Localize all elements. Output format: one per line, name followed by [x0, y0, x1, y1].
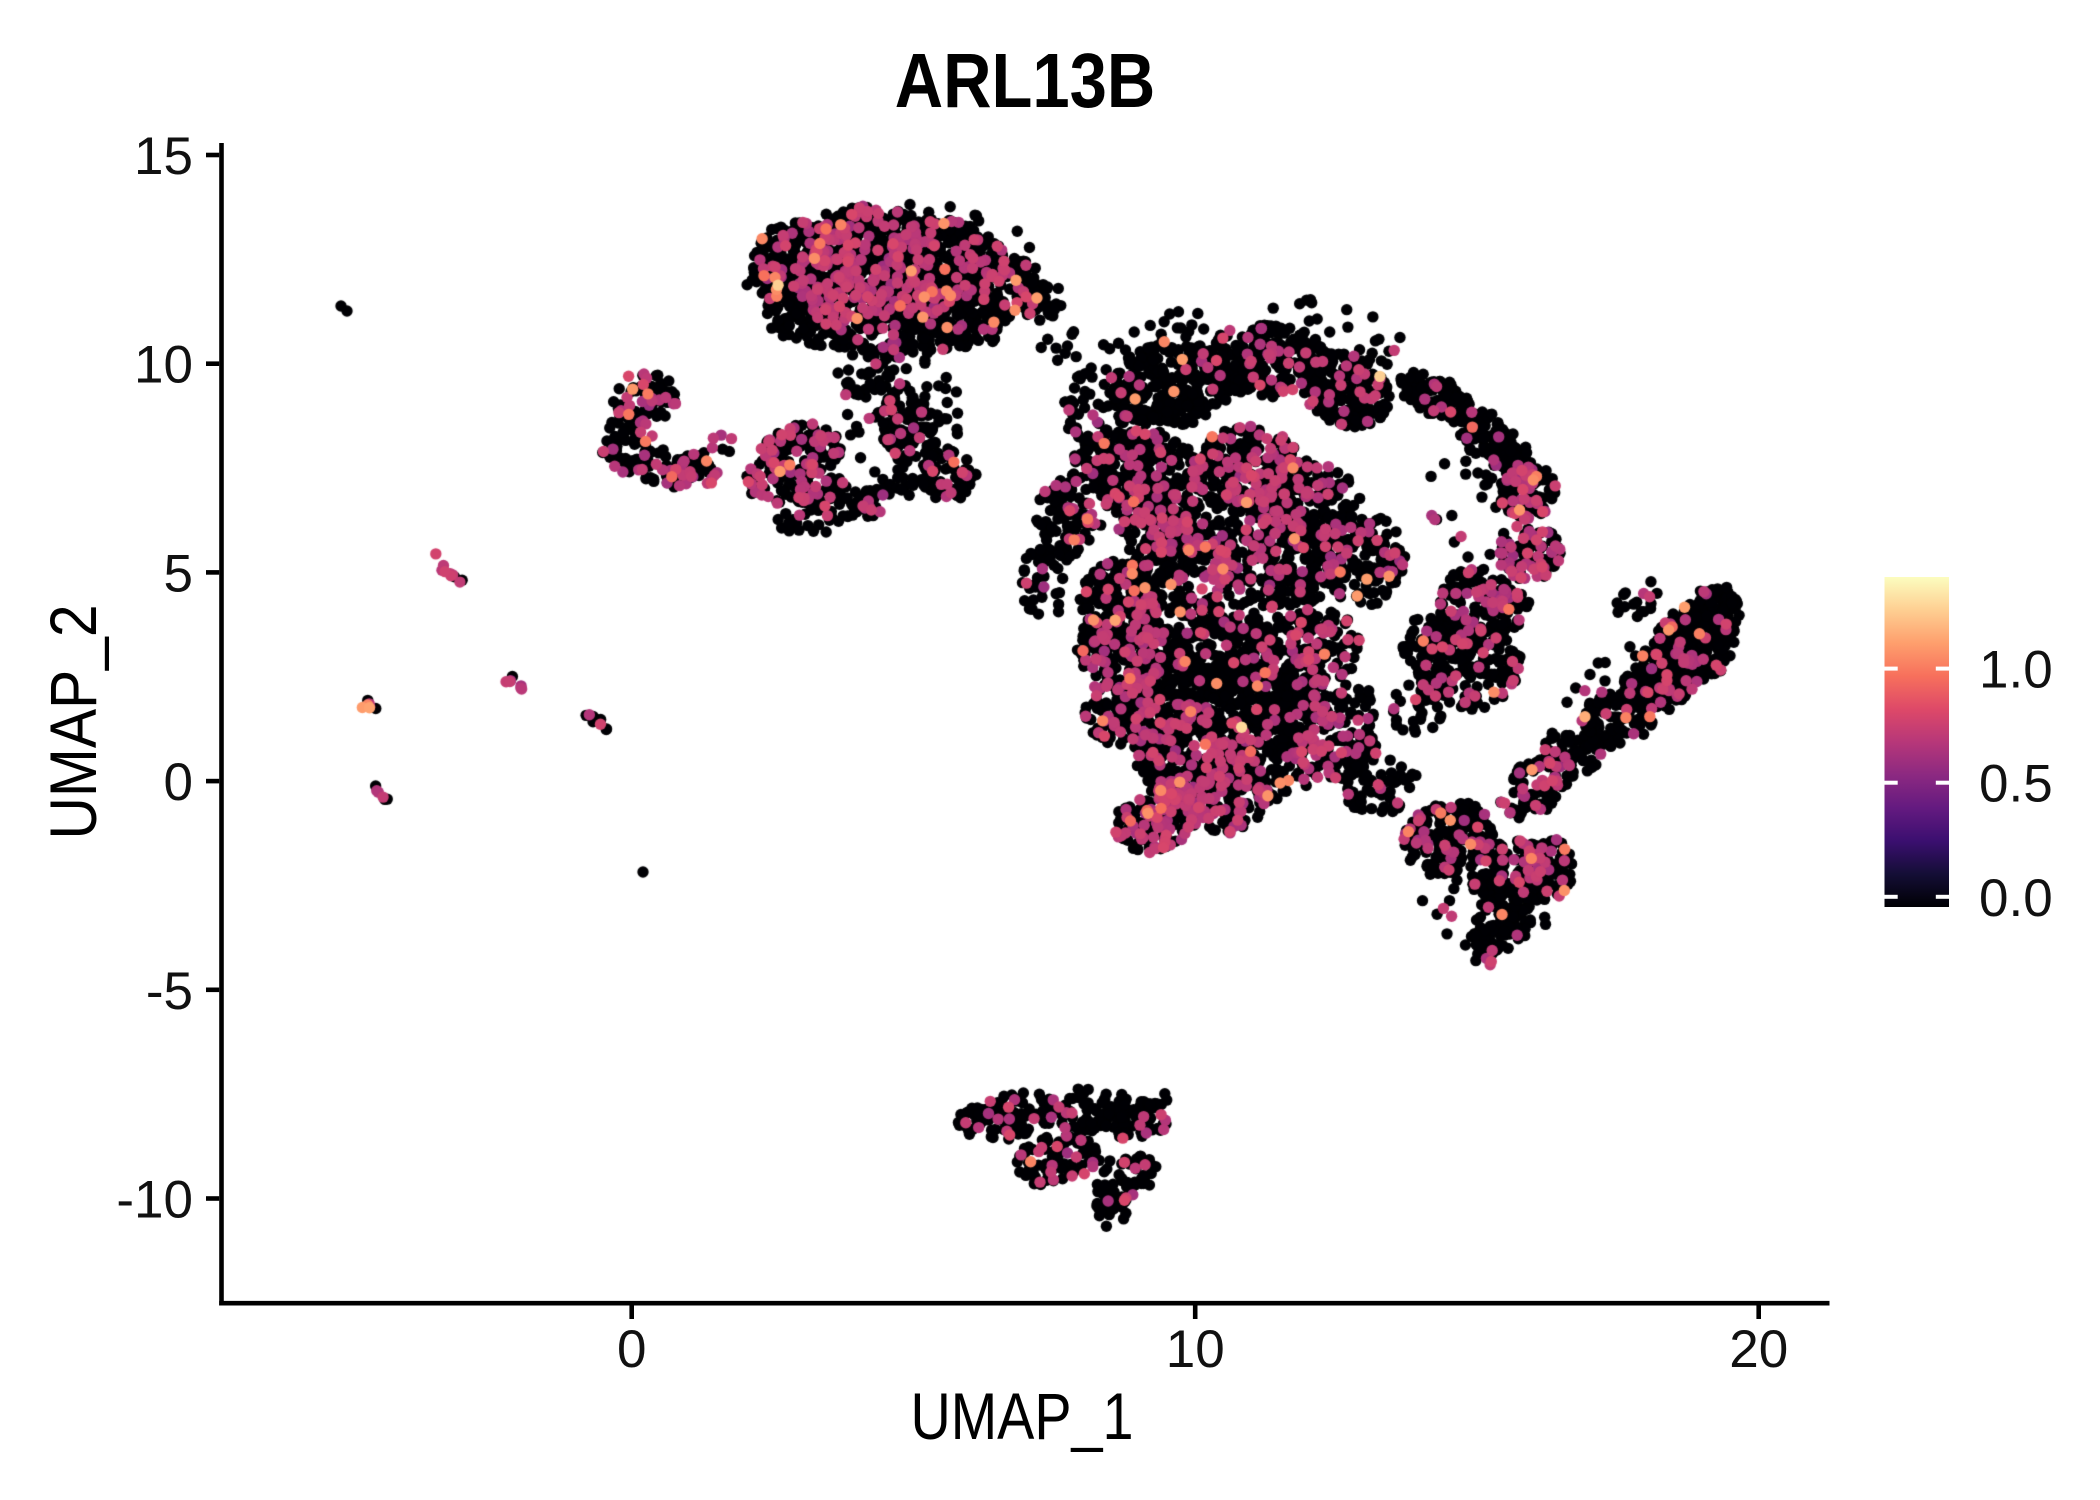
svg-text:UMAP_1: UMAP_1 [910, 1380, 1133, 1453]
svg-text:15: 15 [134, 127, 193, 186]
svg-text:1.0: 1.0 [1979, 641, 2053, 700]
svg-text:ARL13B: ARL13B [895, 39, 1156, 124]
svg-text:5: 5 [164, 544, 193, 603]
svg-text:0.5: 0.5 [1979, 755, 2053, 814]
svg-text:0: 0 [617, 1320, 646, 1379]
svg-text:0.0: 0.0 [1979, 869, 2053, 928]
svg-text:-5: -5 [146, 962, 193, 1021]
svg-text:0: 0 [164, 753, 193, 812]
svg-text:10: 10 [134, 336, 193, 395]
svg-text:-10: -10 [116, 1171, 193, 1230]
svg-text:UMAP_2: UMAP_2 [37, 604, 111, 839]
svg-text:20: 20 [1729, 1320, 1788, 1379]
svg-text:10: 10 [1166, 1320, 1225, 1379]
